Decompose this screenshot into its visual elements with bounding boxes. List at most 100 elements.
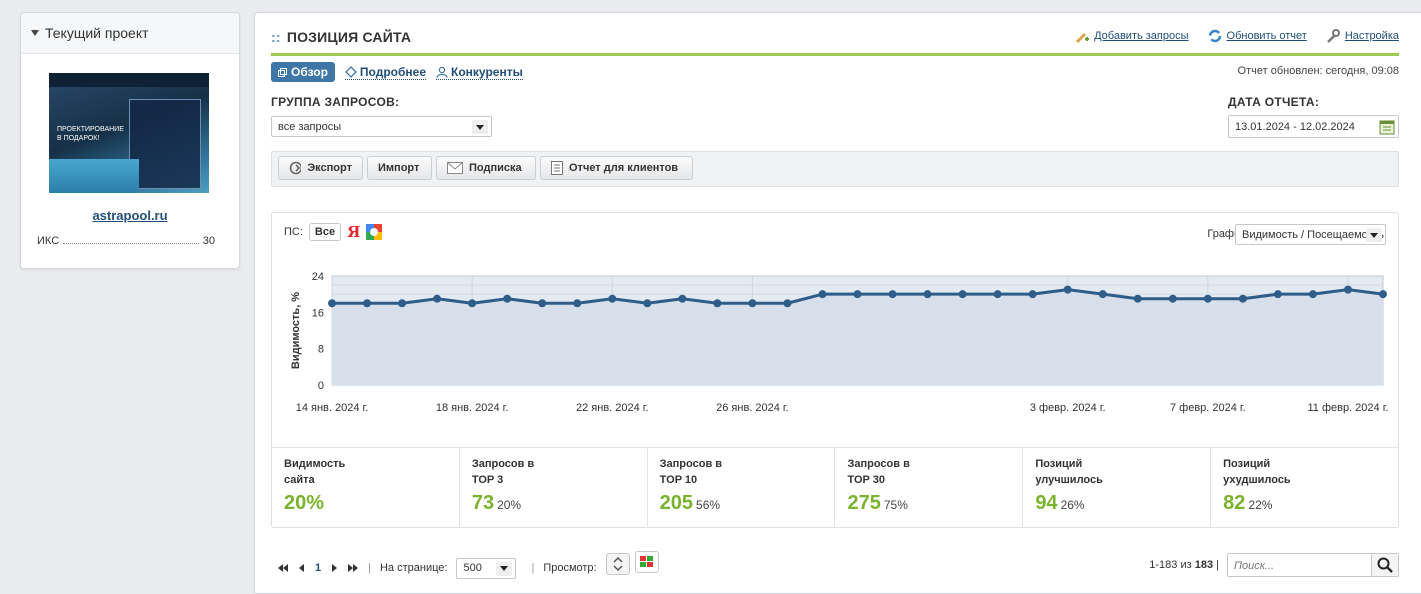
caret-down-icon (31, 30, 39, 36)
refresh-report-link[interactable]: Обновить отчет (1207, 29, 1307, 43)
settings-link[interactable]: Настройка (1325, 29, 1399, 43)
search-box (1227, 553, 1399, 577)
kpi-card: Запросов в TOP 3 73 20% (460, 448, 648, 528)
data-point (818, 290, 827, 299)
data-point (888, 290, 897, 299)
data-point (1308, 290, 1317, 299)
prev-page-icon[interactable] (298, 563, 306, 573)
kpi-value: 20% (284, 492, 325, 514)
search-engine-filter: ПС: Все Я (284, 223, 383, 241)
pagination: 1 | На странице: 500 | Просмотр: (277, 551, 659, 579)
chevron-down-icon (496, 561, 513, 576)
tab-details[interactable]: Подробнее (344, 65, 427, 80)
report-date-field[interactable]: 13.01.2024 - 12.02.2024 (1228, 115, 1399, 138)
data-point (1379, 290, 1387, 299)
search-icon (1377, 557, 1393, 573)
calendar-icon[interactable] (1379, 119, 1395, 135)
current-project-header[interactable]: Текущий проект (21, 13, 239, 54)
refresh-icon (1208, 29, 1221, 43)
kpi-card: Запросов в TOP 10 205 56% (648, 448, 836, 528)
results-count: 1-183 из 183 | (1149, 559, 1219, 571)
last-page-icon[interactable] (347, 563, 359, 573)
kpi-card: Позиций улучшилось 94 26% (1023, 448, 1212, 528)
tab-overview[interactable]: Обзор (271, 62, 335, 82)
client-report-button[interactable]: Отчет для клиентов (540, 156, 693, 180)
google-icon[interactable] (366, 224, 383, 240)
color-view-button[interactable] (634, 551, 659, 573)
x-tick-label: 18 янв. 2024 г. (436, 402, 509, 414)
site-link[interactable]: astrapool.ru (92, 208, 168, 223)
kpi-value: 82 22% (1223, 492, 1273, 514)
data-point (398, 299, 407, 308)
import-button[interactable]: Импорт (367, 156, 432, 180)
report-date-label: ДАТА ОТЧЕТА: (1228, 95, 1320, 109)
pencil-plus-icon (1076, 33, 1090, 43)
x-tick-label: 22 янв. 2024 г. (576, 402, 649, 414)
data-point (713, 299, 722, 308)
y-axis-label: Видимость, % (290, 292, 302, 369)
kpi-title: Запросов в TOP 30 (847, 458, 910, 486)
kpi-title: Запросов в TOP 10 (659, 458, 723, 486)
add-queries-link[interactable]: Добавить запросы (1074, 29, 1189, 43)
sort-view-button[interactable] (605, 553, 630, 575)
wrench-icon (1326, 29, 1340, 43)
query-group-select[interactable]: все запросы (271, 116, 492, 137)
kpi-card: Позиций ухудшилось 82 22% (1211, 448, 1398, 528)
kpi-card: Запросов в TOP 30 275 75% (835, 448, 1024, 528)
kpi-percent: 75% (883, 498, 908, 512)
data-point (433, 294, 442, 303)
kpi-percent: 22% (1248, 498, 1273, 512)
data-point (643, 299, 652, 308)
kpi-value: 94 26% (1035, 492, 1085, 514)
graph-type-select[interactable]: Видимость / Посещаемость (1235, 224, 1386, 245)
data-point (1273, 290, 1282, 299)
search-input[interactable] (1232, 556, 1366, 576)
chevron-down-icon (472, 120, 488, 134)
export-button[interactable]: Экспорт (278, 156, 363, 180)
current-page[interactable]: 1 (315, 562, 322, 574)
tab-competitors[interactable]: Конкуренты (436, 65, 523, 80)
data-point (678, 294, 687, 303)
data-point (853, 290, 862, 299)
page-title: :: ПОЗИЦИЯ САЙТА (271, 29, 412, 45)
chevron-down-icon (1366, 228, 1382, 242)
data-point (923, 290, 932, 299)
data-point (783, 299, 792, 308)
data-point (468, 299, 477, 308)
data-point (748, 299, 757, 308)
ps-all-button[interactable]: Все (308, 223, 342, 241)
data-point (1028, 290, 1037, 299)
first-page-icon[interactable] (277, 563, 289, 573)
data-point (993, 290, 1002, 299)
data-point (503, 294, 512, 303)
data-point (328, 299, 336, 308)
current-project-panel: Текущий проект ПРОЕКТИРОВАНИЕ В ПОДАРОК!… (20, 12, 240, 269)
yandex-icon[interactable]: Я (347, 223, 361, 241)
per-page-select[interactable]: 500 (456, 557, 517, 579)
kpi-percent: 26% (1060, 498, 1085, 512)
data-point (958, 290, 967, 299)
envelope-icon (447, 162, 463, 174)
kpi-title: Позиций улучшилось (1035, 458, 1103, 486)
kpi-title: Видимость сайта (284, 458, 346, 486)
search-button[interactable] (1371, 554, 1398, 576)
kpi-title: Запросов в TOP 3 (471, 458, 535, 486)
report-updated-text: Отчет обновлен: сегодня, 09:08 (1237, 65, 1399, 77)
iks-value: 30 (202, 235, 215, 247)
site-thumbnail[interactable]: ПРОЕКТИРОВАНИЕ В ПОДАРОК! (49, 73, 209, 193)
data-point (573, 299, 582, 308)
kpi-row: Видимость сайта 20% Запросов в TOP 3 73 20% Зап… (272, 447, 1398, 528)
kpi-title: Позиций ухудшилось (1223, 458, 1291, 486)
x-tick-label: 3 февр. 2024 г. (1030, 402, 1106, 414)
ps-label: ПС: (284, 226, 303, 238)
user-icon (436, 66, 448, 78)
visibility-chart-box: ПС: Все Я График: Видимость / Посещаемос… (271, 212, 1399, 528)
thumbnail-text: ПРОЕКТИРОВАНИЕ В ПОДАРОК! (57, 126, 124, 142)
next-page-icon[interactable] (330, 563, 338, 573)
x-tick-label: 14 янв. 2024 г. (296, 402, 369, 414)
view-label: Просмотр: (543, 562, 597, 574)
data-point (1238, 294, 1247, 303)
subscribe-button[interactable]: Подписка (436, 156, 536, 180)
iks-row: ИКС 30 (37, 235, 215, 247)
x-tick-label: 26 янв. 2024 г. (716, 402, 789, 414)
